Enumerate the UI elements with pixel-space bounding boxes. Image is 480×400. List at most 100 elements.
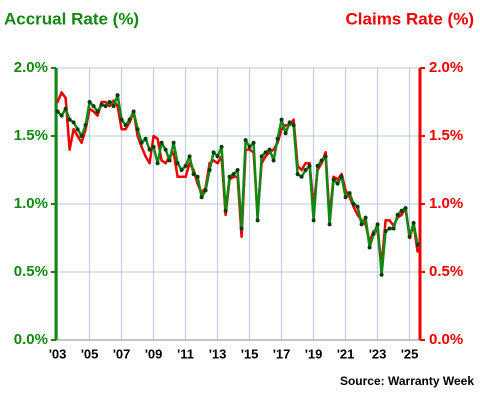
point bbox=[191, 172, 196, 177]
x-tick-label: '07 bbox=[113, 346, 131, 361]
point bbox=[160, 159, 163, 162]
point bbox=[264, 155, 267, 158]
point bbox=[80, 141, 83, 144]
point bbox=[183, 163, 188, 168]
point bbox=[127, 117, 132, 122]
y-tick-label: 2.0% bbox=[14, 59, 48, 76]
y2-tick-label: 0.5% bbox=[429, 263, 463, 280]
point bbox=[115, 93, 120, 98]
point bbox=[107, 100, 112, 104]
point bbox=[124, 128, 127, 131]
point bbox=[308, 162, 311, 165]
point bbox=[384, 219, 387, 222]
point bbox=[292, 118, 295, 121]
point bbox=[371, 231, 376, 236]
point bbox=[295, 172, 300, 177]
point bbox=[63, 106, 68, 111]
source-note: Source: Warranty Week bbox=[340, 374, 474, 388]
x-tick-label: '19 bbox=[305, 346, 323, 361]
point bbox=[152, 134, 155, 138]
point bbox=[279, 117, 284, 122]
point bbox=[211, 150, 216, 155]
point bbox=[271, 158, 276, 163]
point bbox=[231, 172, 236, 177]
point bbox=[307, 163, 312, 168]
point bbox=[332, 175, 335, 178]
point bbox=[232, 175, 235, 178]
point bbox=[68, 148, 71, 151]
point bbox=[171, 140, 176, 145]
point bbox=[235, 168, 240, 172]
point bbox=[327, 222, 332, 227]
x-tick-label: '15 bbox=[241, 346, 259, 361]
point bbox=[215, 154, 220, 159]
point bbox=[223, 208, 228, 213]
point bbox=[147, 147, 152, 152]
point bbox=[59, 113, 64, 118]
left-title: Accrual Rate (%) bbox=[4, 9, 139, 28]
point bbox=[315, 163, 320, 168]
point bbox=[416, 250, 419, 253]
point bbox=[140, 145, 143, 149]
point bbox=[227, 174, 232, 179]
point bbox=[340, 172, 343, 176]
point bbox=[120, 128, 123, 131]
series-line bbox=[56, 93, 419, 276]
point bbox=[156, 137, 159, 140]
point bbox=[343, 195, 348, 200]
point bbox=[83, 123, 88, 128]
y2-tick-label: 1.0% bbox=[429, 195, 463, 212]
point bbox=[224, 213, 227, 217]
point bbox=[176, 175, 179, 178]
point bbox=[400, 213, 403, 217]
point bbox=[99, 102, 104, 107]
y-tick-label: 0.5% bbox=[14, 263, 48, 280]
point bbox=[283, 131, 288, 136]
point bbox=[239, 226, 244, 231]
point bbox=[199, 195, 204, 200]
point bbox=[304, 162, 307, 165]
point bbox=[399, 208, 404, 213]
y2-tick-label: 0.0% bbox=[429, 331, 463, 348]
point bbox=[72, 128, 75, 131]
point bbox=[163, 147, 168, 152]
point bbox=[184, 175, 187, 178]
point bbox=[179, 168, 184, 172]
point bbox=[143, 136, 148, 141]
point bbox=[64, 96, 67, 100]
x-tick-label: '11 bbox=[177, 346, 194, 361]
point bbox=[339, 174, 344, 179]
point bbox=[319, 158, 324, 163]
point bbox=[331, 177, 336, 182]
point bbox=[103, 104, 108, 109]
point bbox=[247, 144, 252, 149]
point bbox=[291, 123, 296, 128]
point bbox=[403, 206, 408, 211]
y-tick-label: 1.5% bbox=[14, 127, 48, 144]
point bbox=[139, 140, 144, 145]
point bbox=[100, 100, 103, 104]
x-tick-label: '17 bbox=[273, 346, 291, 361]
point bbox=[148, 162, 151, 165]
x-tick-label: '25 bbox=[401, 346, 419, 361]
point bbox=[267, 147, 272, 152]
point bbox=[347, 191, 352, 196]
point bbox=[151, 144, 156, 149]
point bbox=[135, 127, 140, 132]
point bbox=[363, 215, 368, 220]
point bbox=[155, 161, 160, 166]
point bbox=[324, 151, 327, 154]
y2-tick-label: 2.0% bbox=[429, 59, 463, 76]
point bbox=[76, 134, 79, 138]
point bbox=[167, 158, 172, 163]
point bbox=[91, 104, 96, 109]
point bbox=[275, 136, 280, 141]
point bbox=[216, 162, 219, 165]
point bbox=[144, 155, 147, 158]
y2-tick-label: 1.5% bbox=[429, 127, 463, 144]
x-tick-label: '21 bbox=[337, 346, 355, 361]
point bbox=[411, 221, 416, 226]
point bbox=[207, 168, 212, 172]
x-tick-label: '03 bbox=[49, 346, 67, 361]
point bbox=[67, 117, 72, 122]
